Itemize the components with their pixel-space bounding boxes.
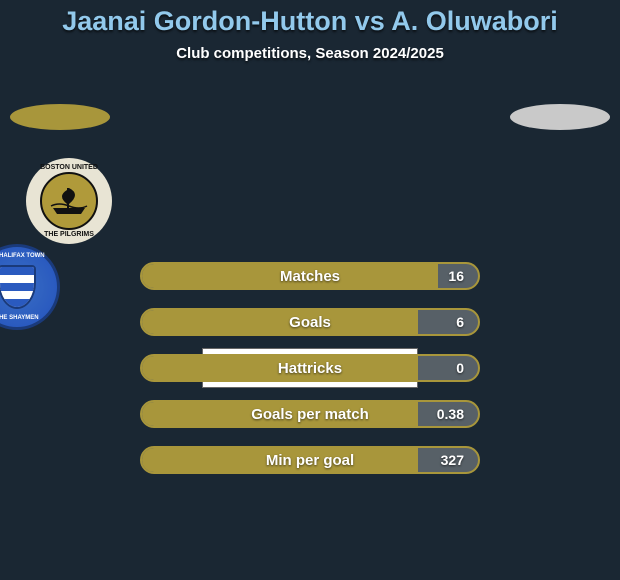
stat-bar-label: Min per goal xyxy=(266,452,354,469)
page-title: Jaanai Gordon-Hutton vs A. Oluwabori xyxy=(0,0,620,37)
shield-stripe xyxy=(0,267,34,275)
stat-bar-label: Goals xyxy=(289,314,331,331)
crest-left-text-top: BOSTON UNITED xyxy=(26,164,112,171)
stat-bars: Matches 16 Goals 6 Hattricks 0 Goals per match… xyxy=(140,262,480,474)
shield-stripe xyxy=(0,283,34,291)
comparison-card: Jaanai Gordon-Hutton vs A. Oluwabori Clu… xyxy=(0,0,620,580)
stat-bar-value: 0 xyxy=(456,360,464,376)
player-ellipse-right xyxy=(510,104,610,130)
stat-bar: Hattricks 0 xyxy=(140,354,480,382)
crest-left-text-bottom: THE PILGRIMS xyxy=(26,231,112,238)
crest-right-text-top: FC HALIFAX TOWN xyxy=(0,253,57,259)
club-crest-right: FC HALIFAX TOWN THE SHAYMEN xyxy=(0,244,60,330)
stat-bar-label: Matches xyxy=(280,268,340,285)
stat-bar-label: Hattricks xyxy=(278,360,342,377)
shield-stripe xyxy=(0,291,34,299)
shield-stripe xyxy=(0,299,34,307)
stat-bar-fill xyxy=(142,310,418,334)
subtitle: Club competitions, Season 2024/2025 xyxy=(0,45,620,62)
ship-icon xyxy=(49,184,89,218)
stat-bar: Goals per match 0.38 xyxy=(140,400,480,428)
stat-bar-value: 16 xyxy=(448,268,464,284)
club-crest-left: BOSTON UNITED THE PILGRIMS xyxy=(26,158,112,244)
stat-bar-value: 0.38 xyxy=(437,406,464,422)
comparison-body: BOSTON UNITED THE PILGRIMS FC HALIFAX TO… xyxy=(0,90,620,330)
stat-bar: Min per goal 327 xyxy=(140,446,480,474)
stat-bar-value: 327 xyxy=(441,452,464,468)
crest-right-shield xyxy=(0,265,36,309)
crest-left-inner xyxy=(40,172,98,230)
stat-bar: Goals 6 xyxy=(140,308,480,336)
player-ellipse-left xyxy=(10,104,110,130)
stat-bar-value: 6 xyxy=(456,314,464,330)
shield-stripe xyxy=(0,275,34,283)
stat-bar-label: Goals per match xyxy=(251,406,369,423)
stat-bar: Matches 16 xyxy=(140,262,480,290)
crest-right-text-bottom: THE SHAYMEN xyxy=(0,315,57,321)
